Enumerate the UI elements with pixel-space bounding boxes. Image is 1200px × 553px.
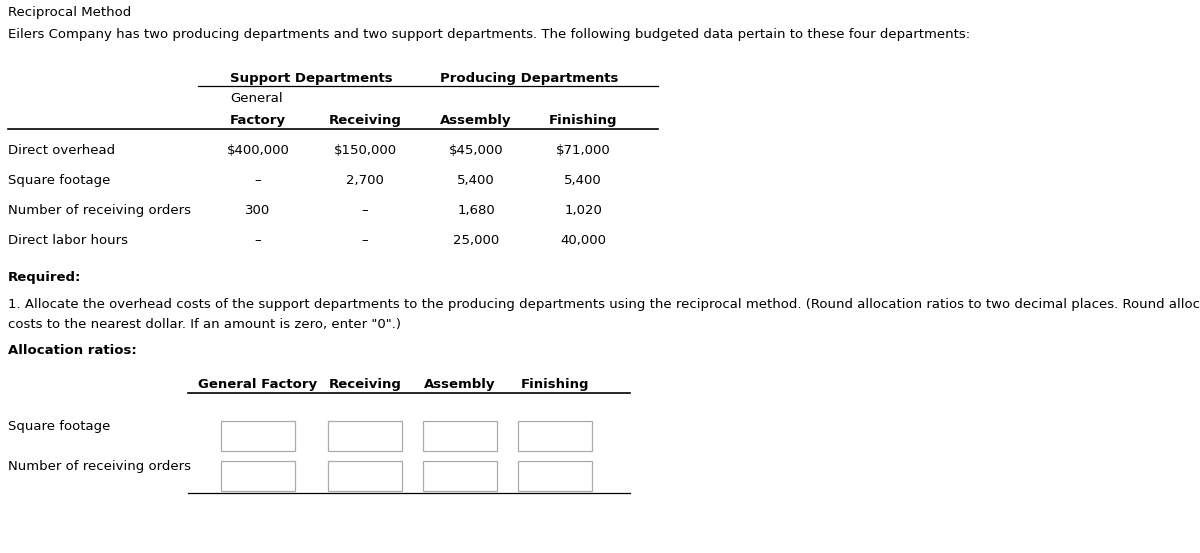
Text: Finishing: Finishing xyxy=(548,114,617,127)
Text: General: General xyxy=(230,92,283,105)
Text: costs to the nearest dollar. If an amount is zero, enter "0".): costs to the nearest dollar. If an amoun… xyxy=(8,318,401,331)
Text: 25,000: 25,000 xyxy=(452,234,499,247)
Text: Number of receiving orders: Number of receiving orders xyxy=(8,204,191,217)
FancyBboxPatch shape xyxy=(328,461,402,491)
Text: Receiving: Receiving xyxy=(329,378,402,391)
Text: Receiving: Receiving xyxy=(329,114,402,127)
Text: Producing Departments: Producing Departments xyxy=(440,72,619,85)
Text: Direct overhead: Direct overhead xyxy=(8,144,115,157)
Text: Required:: Required: xyxy=(8,271,82,284)
Text: $150,000: $150,000 xyxy=(334,144,396,157)
Text: 2,700: 2,700 xyxy=(346,174,384,187)
Text: General Factory: General Factory xyxy=(198,378,318,391)
Text: 300: 300 xyxy=(245,204,271,217)
Text: Assembly: Assembly xyxy=(440,114,511,127)
Text: –: – xyxy=(254,234,262,247)
Text: –: – xyxy=(254,174,262,187)
Text: Eilers Company has two producing departments and two support departments. The fo: Eilers Company has two producing departm… xyxy=(8,28,970,41)
Text: 40,000: 40,000 xyxy=(560,234,606,247)
Text: Factory: Factory xyxy=(230,114,286,127)
FancyBboxPatch shape xyxy=(328,421,402,451)
Text: Finishing: Finishing xyxy=(521,378,589,391)
Text: 1,020: 1,020 xyxy=(564,204,602,217)
Text: –: – xyxy=(361,234,368,247)
Text: 5,400: 5,400 xyxy=(564,174,602,187)
Text: Support Departments: Support Departments xyxy=(230,72,392,85)
Text: Square footage: Square footage xyxy=(8,174,110,187)
Text: 1. Allocate the overhead costs of the support departments to the producing depar: 1. Allocate the overhead costs of the su… xyxy=(8,298,1200,311)
Text: $45,000: $45,000 xyxy=(449,144,503,157)
FancyBboxPatch shape xyxy=(221,421,295,451)
Text: Reciprocal Method: Reciprocal Method xyxy=(8,6,131,19)
FancyBboxPatch shape xyxy=(518,461,592,491)
Text: Assembly: Assembly xyxy=(425,378,496,391)
Text: 1,680: 1,680 xyxy=(457,204,494,217)
Text: Direct labor hours: Direct labor hours xyxy=(8,234,128,247)
Text: –: – xyxy=(361,204,368,217)
FancyBboxPatch shape xyxy=(221,461,295,491)
FancyBboxPatch shape xyxy=(424,461,497,491)
FancyBboxPatch shape xyxy=(424,421,497,451)
Text: 5,400: 5,400 xyxy=(457,174,494,187)
FancyBboxPatch shape xyxy=(518,421,592,451)
Text: Number of receiving orders: Number of receiving orders xyxy=(8,460,191,473)
Text: Allocation ratios:: Allocation ratios: xyxy=(8,344,137,357)
Text: Square footage: Square footage xyxy=(8,420,110,433)
Text: $400,000: $400,000 xyxy=(227,144,289,157)
Text: $71,000: $71,000 xyxy=(556,144,611,157)
